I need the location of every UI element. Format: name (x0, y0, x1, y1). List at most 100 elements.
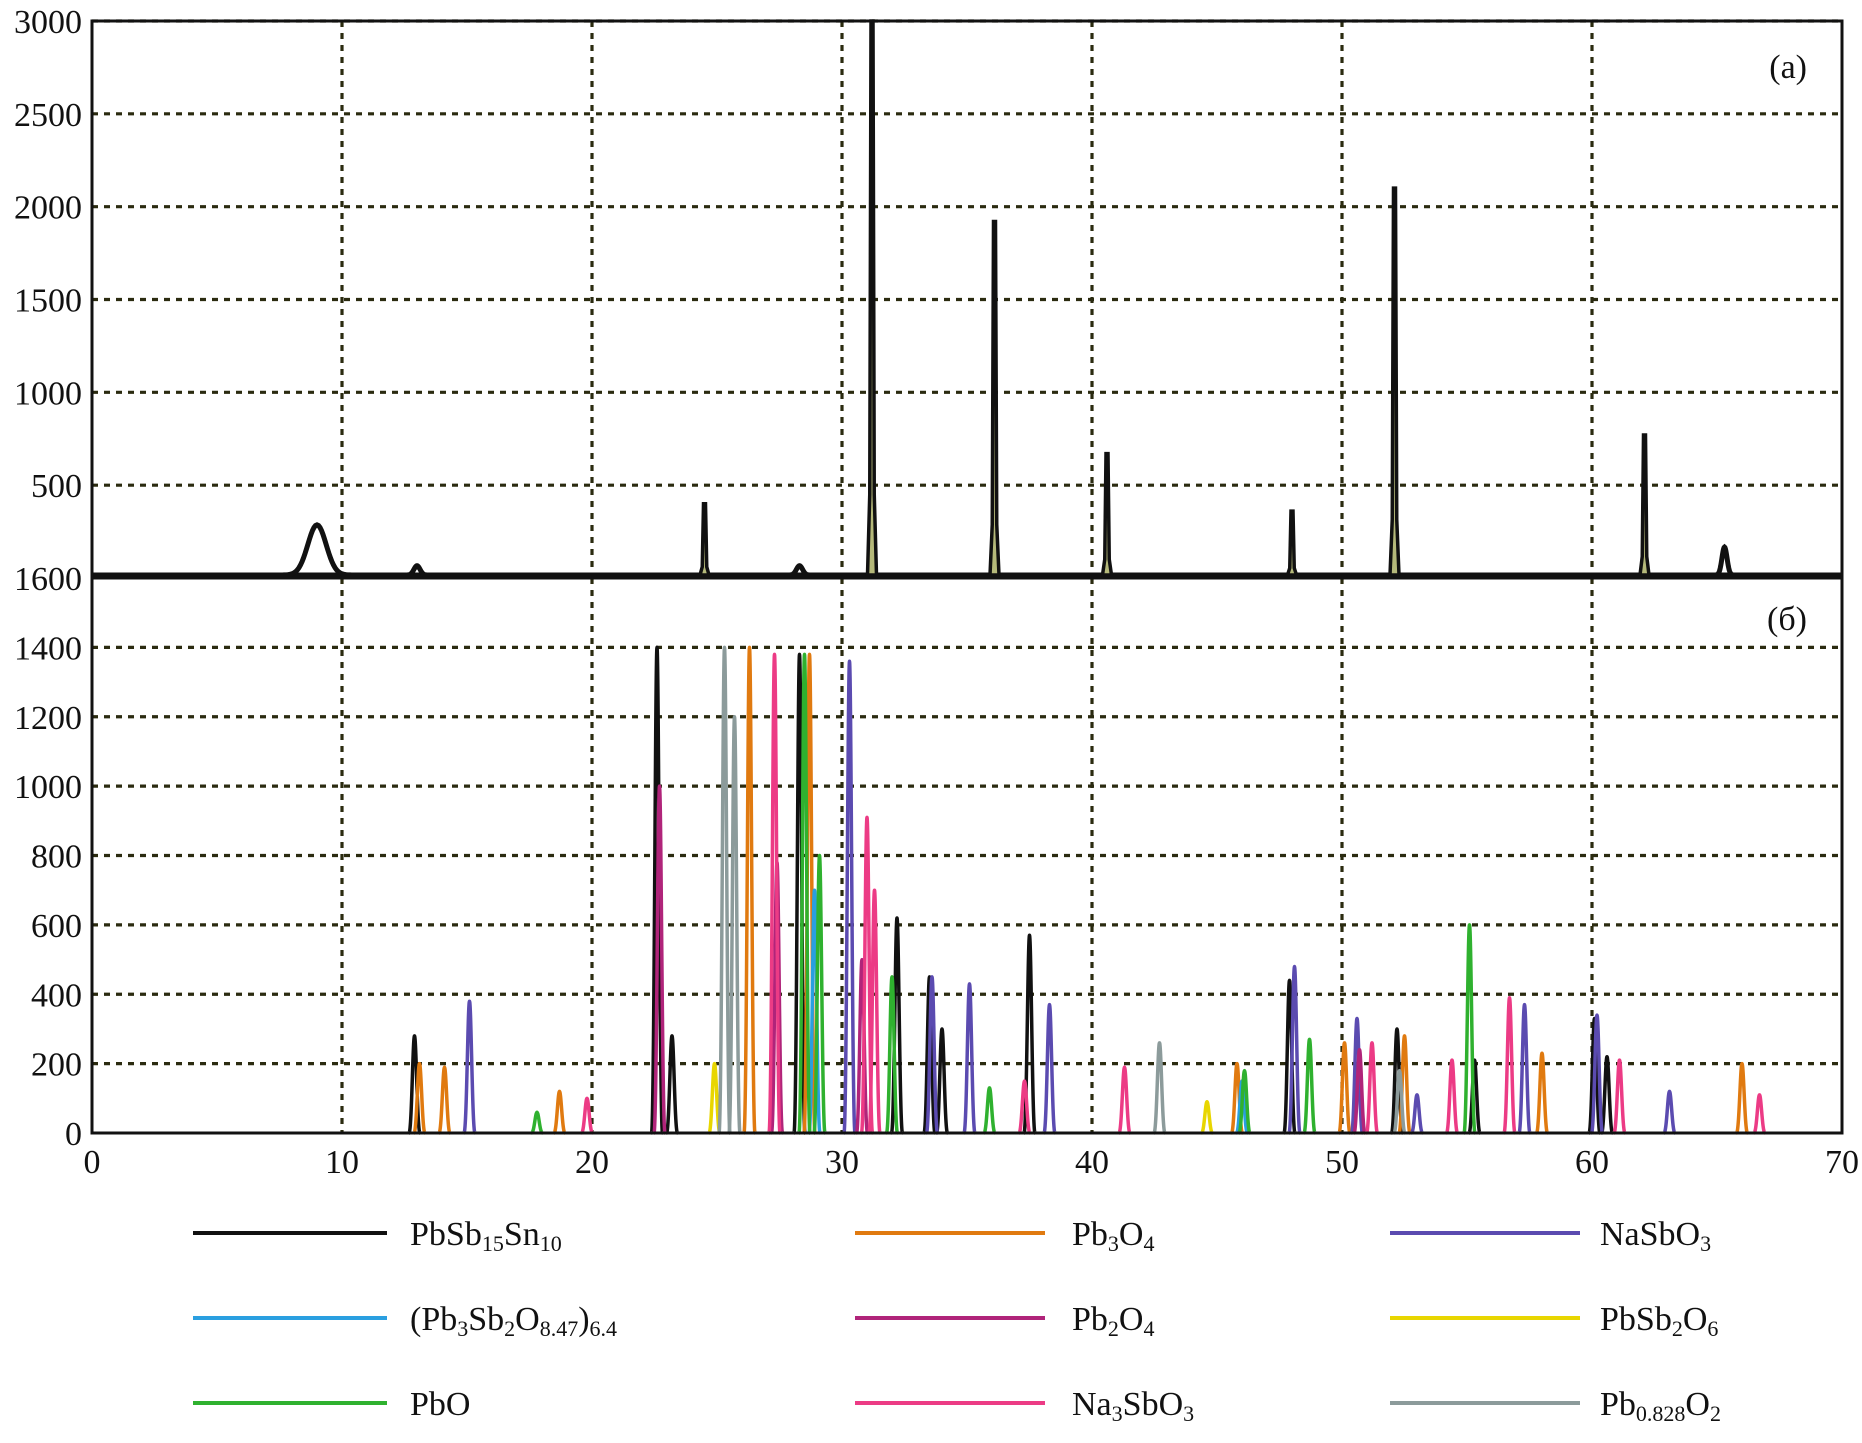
diffraction-hump (784, 563, 815, 578)
diffraction-peak (1599, 1054, 1615, 1135)
legend-label: NaSbO3 (1600, 1216, 1711, 1256)
diffraction-hump (271, 522, 363, 578)
diffraction-peak (1117, 1065, 1132, 1135)
x-tick-label: 40 (1075, 1144, 1109, 1181)
diffraction-peak (579, 1096, 595, 1135)
panel-a: 1600 500 1000 1500 2000 2500 3000 (a) (14, 4, 1842, 598)
series-b-0 (407, 645, 1615, 1135)
diffraction-peak (1662, 1089, 1677, 1135)
panel-b: 0 200 400 600 800 1000 1200 1400 0 10 20 30 40 50 60 70… (14, 578, 1859, 1181)
series-b-8 (717, 645, 1407, 1135)
x-tick-label: 50 (1325, 1144, 1359, 1181)
diffraction-peak (1392, 1068, 1407, 1135)
diffraction-peak (1587, 1016, 1602, 1135)
series-b-5 (707, 1061, 1215, 1135)
diffraction-peak (854, 957, 870, 1135)
legend-item: Pb3O4 (855, 1216, 1154, 1256)
y-tick-label: 1400 (14, 630, 82, 667)
diffraction-peak (1237, 1068, 1252, 1135)
diffraction-peak (1285, 509, 1299, 577)
diffraction-peak (807, 888, 822, 1135)
series-b-7 (579, 652, 1767, 1135)
diffraction-peak (962, 982, 977, 1135)
diffraction-peak (1734, 1061, 1750, 1135)
series-b-6 (529, 652, 1477, 1135)
legend-item: Pb2O4 (855, 1301, 1154, 1341)
diffraction-peak (529, 1110, 545, 1135)
legend-label: (Pb3Sb2O8.47)6.4 (410, 1301, 617, 1341)
diffraction-peak (1282, 978, 1297, 1135)
y-tick-label: 2500 (14, 97, 82, 134)
legend: PbSb15Sn10 Pb3O4 NaSbO3 (Pb3Sb2O8.47)6.4 Pb2… (193, 1216, 1721, 1426)
y-tick-label: 1600 (14, 561, 82, 598)
y-tick-label: 1200 (14, 700, 82, 737)
diffraction-peak (1502, 995, 1517, 1135)
diffraction-peak (767, 652, 782, 1135)
legend-label: PbSb15Sn10 (410, 1216, 562, 1256)
diffraction-peak (867, 888, 882, 1135)
diffraction-peak (727, 714, 742, 1135)
diffraction-peak (924, 975, 940, 1135)
diffraction-peak (1409, 1093, 1425, 1135)
x-tick-label: 20 (575, 1144, 609, 1181)
diffraction-peak (664, 1034, 680, 1135)
diffraction-peak (552, 1089, 567, 1135)
diffraction-peak (884, 975, 900, 1135)
legend-label: PbSb2O6 (1600, 1301, 1718, 1341)
diffraction-peak (842, 659, 857, 1135)
diffraction-peak (988, 219, 1001, 577)
diffraction-peak (1100, 451, 1114, 577)
diffraction-peak (797, 652, 812, 1135)
diffraction-peak (437, 1065, 452, 1135)
y-tick-label: 800 (31, 839, 82, 876)
diffraction-peak (922, 975, 937, 1135)
x-tick-label: 60 (1575, 1144, 1609, 1181)
diffraction-peak (649, 645, 665, 1135)
diffraction-peak (982, 1086, 997, 1135)
y-tick-label: 3000 (14, 4, 82, 41)
diffraction-peak (717, 645, 732, 1135)
x-tick-label: 30 (825, 1144, 859, 1181)
diffraction-peak (1517, 1002, 1532, 1135)
series-b-4 (652, 784, 1367, 1135)
y-tick-label: 1000 (14, 375, 82, 412)
y-tick-label: 2000 (14, 190, 82, 227)
diffraction-peak (462, 999, 477, 1135)
diffraction-peak (934, 1027, 950, 1135)
diffraction-peak (1589, 1013, 1605, 1135)
diffraction-peak (1752, 1093, 1767, 1135)
y-tick-label: 500 (31, 468, 82, 505)
legend-label: Pb0.828O2 (1600, 1386, 1721, 1426)
diffraction-peak (1638, 433, 1651, 577)
x-tick-label: 10 (325, 1144, 359, 1181)
diffraction-peak (1199, 1100, 1215, 1135)
panel-label: (б) (1767, 601, 1807, 638)
diffraction-peak (1444, 1058, 1460, 1135)
diffraction-peak (1462, 923, 1477, 1135)
diffraction-peak (697, 501, 712, 577)
legend-item: Pb0.828O2 (1390, 1386, 1721, 1426)
y-tick-label: 200 (31, 1047, 82, 1084)
diffraction-peak (742, 645, 757, 1135)
diffraction-peak (1017, 1079, 1032, 1135)
legend-label: Pb3O4 (1072, 1216, 1154, 1256)
diffraction-hump (401, 563, 433, 578)
legend-item: Na3SbO3 (855, 1386, 1194, 1426)
diffraction-peak (1337, 1041, 1352, 1135)
diffraction-peak (1349, 1016, 1365, 1135)
diffraction-peak (1352, 1047, 1367, 1135)
series-b-2 (462, 659, 1677, 1135)
diffraction-peak (1042, 1002, 1057, 1135)
diffraction-peak (652, 784, 667, 1135)
y-tick-label: 400 (31, 977, 82, 1014)
legend-label: PbO (410, 1386, 470, 1423)
legend-item: PbSb15Sn10 (193, 1216, 562, 1256)
y-tick-label: 600 (31, 908, 82, 945)
y-tick-label: 1500 (14, 283, 82, 320)
legend-item: NaSbO3 (1390, 1216, 1711, 1256)
diffraction-peak (1534, 1051, 1550, 1135)
y-tick-label: 0 (65, 1116, 82, 1153)
diffraction-peak (412, 1061, 427, 1135)
x-tick-label: 0 (84, 1144, 101, 1181)
legend-label: Na3SbO3 (1072, 1386, 1194, 1426)
